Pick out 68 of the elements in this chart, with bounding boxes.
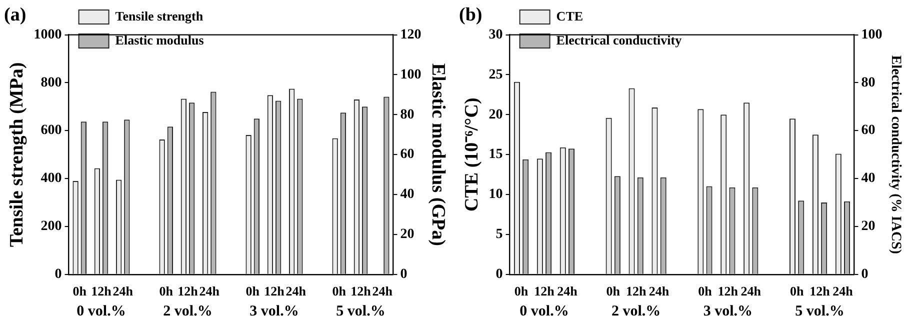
y2-tick-label: 40: [400, 187, 414, 202]
y2-tick-label: 60: [861, 123, 876, 138]
x-tick-label: 0h: [332, 284, 347, 299]
x-tick-label: 0h: [790, 284, 804, 299]
x-tick-label: 12h: [626, 284, 647, 299]
y2-tick-label: 40: [861, 171, 876, 186]
x-tick-label: 12h: [810, 284, 831, 299]
y2-tick-label: 80: [400, 107, 414, 122]
text: 3 vol.%: [250, 303, 299, 320]
chart-title: (b): [459, 4, 482, 26]
x-tick-label: 12h: [718, 284, 739, 299]
y2-tick-label: 0: [400, 267, 408, 282]
y-tick-label: 600: [40, 123, 62, 138]
x-tick-label: 0h: [698, 284, 713, 299]
x-tick-label: 0h: [72, 284, 88, 299]
y-axis-title: Tensile strength (MPa): [6, 62, 28, 247]
x-tick-label: 12h: [178, 284, 199, 299]
y2-axis-title: Electrical conductivity (% IACS): [888, 55, 903, 254]
y-axis-title: CTE (10⁻⁶/°C): [461, 98, 482, 212]
x-tick-label: 12h: [91, 284, 112, 299]
legend-label: Electrical conductivity: [556, 32, 682, 48]
y-tick-label: 5: [496, 227, 503, 242]
x-tick-label: 12h: [350, 284, 372, 299]
y-tick-label: 1000: [34, 27, 62, 42]
text: 0 vol.%: [520, 303, 569, 320]
y-tick-label: 0: [54, 267, 62, 282]
text: 5 vol.%: [336, 303, 386, 320]
y2-tick-label: 120: [400, 27, 422, 42]
y2-tick-label: 20: [861, 219, 876, 234]
text: 5 vol.%: [795, 303, 844, 320]
legend-label: CTE: [556, 8, 584, 24]
text: 2 vol.%: [611, 303, 661, 320]
x-tick-label: 24h: [832, 284, 854, 299]
y-tick-label: 200: [40, 219, 62, 234]
x-tick-label: 24h: [286, 284, 307, 299]
y2-axis-title: Elastic modulus (GPa): [428, 63, 449, 246]
y-tick-label: 25: [488, 67, 503, 82]
y2-tick-label: 80: [861, 75, 876, 90]
legend-label: Elastic modulus: [115, 32, 204, 48]
x-tick-label: 0h: [514, 284, 529, 299]
y2-tick-label: 0: [861, 267, 868, 282]
y-tick-label: 400: [40, 171, 62, 186]
x-tick-label: 24h: [112, 284, 134, 299]
x-tick-label: 0h: [246, 284, 260, 299]
y-tick-label: 10: [488, 187, 503, 202]
y-tick-label: 30: [488, 27, 503, 42]
y-tick-label: 20: [488, 107, 503, 122]
y-tick-label: 0: [496, 267, 503, 282]
y-tick-label: 800: [40, 75, 62, 90]
x-tick-label: 12h: [534, 284, 556, 299]
x-tick-label: 24h: [648, 284, 670, 299]
x-tick-label: 24h: [740, 284, 762, 299]
y2-tick-label: 100: [861, 27, 882, 42]
text: 0 vol.%: [76, 303, 126, 320]
x-tick-label: 24h: [199, 284, 220, 299]
y2-tick-label: 20: [400, 227, 414, 242]
y2-tick-label: 60: [400, 147, 414, 162]
legend-label: Tensile strength: [115, 8, 204, 24]
x-tick-label: 0h: [159, 284, 174, 299]
text: 2 vol.%: [163, 303, 212, 320]
chart-title: (a): [4, 4, 26, 26]
y-tick-label: 15: [488, 147, 503, 162]
x-tick-label: 0h: [606, 284, 621, 299]
x-tick-label: 24h: [372, 284, 394, 299]
x-tick-label: 12h: [264, 284, 286, 299]
y2-tick-label: 100: [400, 67, 422, 82]
text: 3 vol.%: [703, 303, 753, 320]
x-tick-label: 24h: [557, 284, 578, 299]
